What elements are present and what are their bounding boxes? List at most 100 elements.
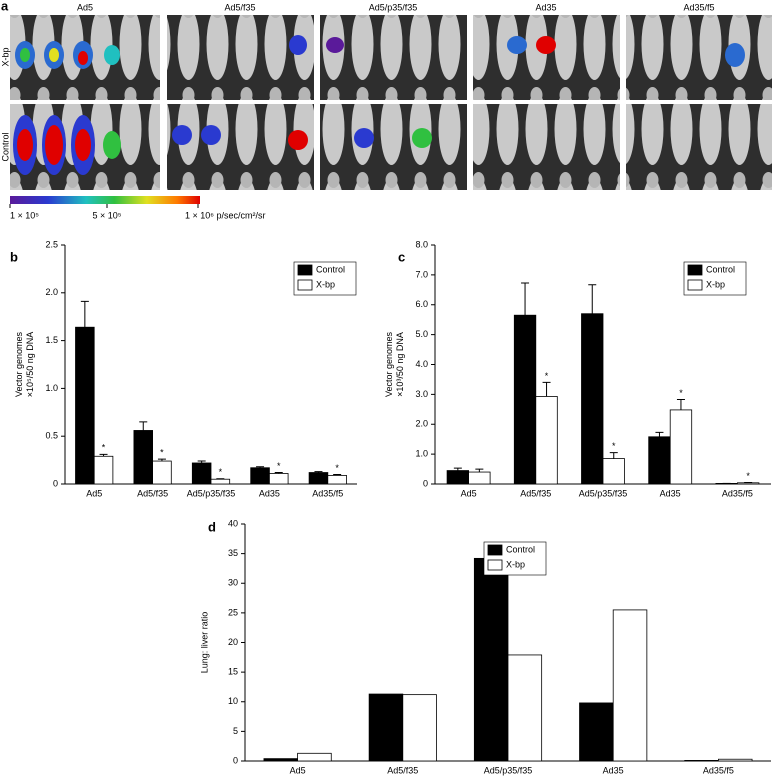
- significance-marker: *: [102, 443, 106, 453]
- y-tick-label: 35: [228, 548, 238, 558]
- error-bar: [274, 472, 283, 474]
- y-tick-label: 2.0: [415, 419, 428, 429]
- significance-marker: *: [545, 371, 549, 381]
- legend-label: Control: [706, 264, 735, 274]
- error-bar: [676, 398, 685, 410]
- y-tick-label: 20: [228, 637, 238, 647]
- panel-letter: d: [208, 519, 216, 534]
- bar: [468, 471, 491, 485]
- colorbar-label: 5 × 10⁵: [92, 210, 121, 220]
- bar: [327, 474, 347, 485]
- bar: [133, 430, 154, 485]
- y-tick-label: 4.0: [415, 359, 428, 369]
- image: [626, 15, 772, 100]
- error-bar: [521, 282, 530, 316]
- x-tick-label: Ad35/f5: [722, 488, 753, 498]
- error-bar: [256, 466, 265, 468]
- bar: [513, 314, 537, 485]
- error-bar: [453, 467, 462, 471]
- y-tick-label: 3.0: [415, 389, 428, 399]
- y-tick-label: 0: [423, 478, 428, 488]
- error-bar: [139, 421, 148, 431]
- x-tick-label: Ad5/p35/f35: [187, 488, 236, 498]
- error-bar: [475, 468, 484, 473]
- x-tick-label: Ad35/f5: [703, 765, 734, 775]
- bar: [684, 760, 719, 762]
- image: [167, 15, 314, 100]
- significance-marker: *: [335, 463, 339, 473]
- x-tick-label: Ad5/p35/f35: [579, 488, 628, 498]
- bar: [250, 467, 270, 485]
- x-tick-label: Ad5/f35: [137, 488, 168, 498]
- y-tick-label: 8.0: [415, 239, 428, 249]
- colorbar-label: 1 × 10⁶ p/sec/cm²/sr: [185, 210, 265, 220]
- significance-marker: *: [679, 388, 683, 398]
- error-bar: [197, 460, 206, 463]
- column-label: Ad5/f35: [224, 2, 255, 12]
- legend-swatch: [687, 264, 703, 276]
- error-bar: [314, 471, 323, 473]
- bar: [602, 458, 625, 485]
- x-tick-label: Ad35: [259, 488, 280, 498]
- error-bar: [655, 431, 664, 437]
- y-tick-label: 10: [228, 696, 238, 706]
- y-tick-label: 7.0: [415, 269, 428, 279]
- column-label: Ad5/p35/f35: [369, 2, 418, 12]
- column-label: Ad5: [77, 2, 93, 12]
- panel-letter: c: [398, 249, 405, 264]
- x-tick-label: Ad5/f35: [387, 765, 418, 775]
- imaging-panel: [10, 15, 772, 204]
- y-tick-label: 25: [228, 607, 238, 617]
- significance-marker: *: [277, 461, 281, 471]
- bar: [268, 473, 289, 485]
- x-tick-label: Ad35: [603, 765, 624, 775]
- bar: [368, 693, 404, 762]
- image: [320, 15, 467, 100]
- y-tick-label: 0: [53, 478, 58, 488]
- bar: [648, 436, 671, 485]
- row-label: X-bp: [0, 47, 10, 66]
- x-tick-label: Ad5/f35: [520, 488, 551, 498]
- significance-marker: *: [746, 471, 750, 481]
- row-label: Control: [0, 132, 10, 161]
- y-tick-label: 40: [228, 518, 238, 528]
- bar: [297, 752, 332, 762]
- error-bar: [609, 452, 618, 459]
- panel-letter: b: [10, 249, 18, 264]
- y-axis-label: Vector genomes: [384, 331, 394, 397]
- legend-swatch: [487, 559, 503, 571]
- y-tick-label: 5: [233, 726, 238, 736]
- y-tick-label: 30: [228, 578, 238, 588]
- bar: [669, 409, 693, 485]
- image: [167, 104, 314, 190]
- colorbar: [10, 196, 200, 204]
- bar: [473, 557, 509, 762]
- bar: [152, 460, 172, 485]
- y-tick-label: 2.0: [45, 287, 58, 297]
- y-axis-label: Vector genomes: [14, 331, 24, 397]
- y-tick-label: 5.0: [415, 329, 428, 339]
- y-tick-label: 0: [233, 755, 238, 765]
- x-tick-label: Ad35/f5: [312, 488, 343, 498]
- y-tick-label: 6.0: [415, 299, 428, 309]
- x-tick-label: Ad5: [461, 488, 477, 498]
- bar: [446, 470, 470, 485]
- significance-marker: *: [612, 441, 616, 451]
- image: [626, 104, 772, 190]
- legend-label: X-bp: [706, 279, 725, 289]
- legend-swatch: [487, 544, 503, 556]
- legend-swatch: [687, 279, 703, 291]
- y-tick-label: 0.5: [45, 431, 58, 441]
- bar: [507, 654, 543, 762]
- legend-label: X-bp: [316, 279, 335, 289]
- bar: [308, 472, 329, 485]
- y-tick-label: 1.5: [45, 335, 58, 345]
- x-tick-label: Ad5: [86, 488, 102, 498]
- y-tick-label: 15: [228, 667, 238, 677]
- legend-label: X-bp: [506, 559, 525, 569]
- y-axis-label: Lung: liver ratio: [199, 612, 209, 674]
- image: [473, 15, 620, 100]
- bar: [402, 694, 437, 762]
- error-bar: [157, 458, 166, 462]
- bar: [612, 609, 648, 762]
